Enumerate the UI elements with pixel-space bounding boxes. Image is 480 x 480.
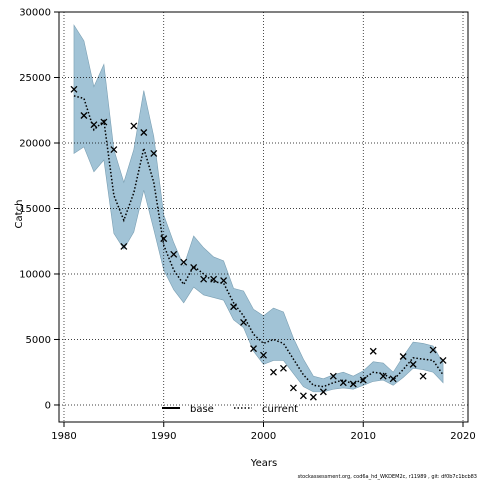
observed-point-1998 xyxy=(240,318,248,326)
observed-point-2001 xyxy=(270,368,277,376)
observed-point-2018 xyxy=(439,356,447,364)
observed-point-1989 xyxy=(150,150,158,157)
y-tick-label-30000: 30000 xyxy=(19,8,51,19)
y-tick-label-15000: 15000 xyxy=(19,204,51,215)
observed-point-1996 xyxy=(220,277,228,284)
observed-point-1985 xyxy=(110,146,118,153)
confidence-band xyxy=(73,24,444,393)
footer-credit: stockassessment.org, cod6a_hd_WKDEM2c, r… xyxy=(298,474,477,480)
observed-point-1994 xyxy=(200,275,208,283)
observed-point-1982 xyxy=(80,112,88,119)
observed-point-1999 xyxy=(250,345,257,353)
observed-point-2009 xyxy=(349,380,357,388)
y-axis-title: Catch xyxy=(14,200,25,229)
observed-point-2005 xyxy=(309,393,317,401)
observed-point-2002 xyxy=(279,364,287,372)
observed-point-2008 xyxy=(339,379,347,387)
y-tick-label-20000: 20000 xyxy=(19,138,51,149)
observed-point-2013 xyxy=(389,375,397,383)
observed-point-1991 xyxy=(170,250,178,258)
observed-point-2000 xyxy=(260,351,267,359)
observed-point-2012 xyxy=(379,372,387,380)
observed-point-2006 xyxy=(319,388,327,396)
observed-points-layer xyxy=(70,85,447,401)
x-tick-label-2010: 2010 xyxy=(351,431,376,442)
y-tick-label-10000: 10000 xyxy=(19,269,51,280)
x-tick-label-1990: 1990 xyxy=(151,431,176,442)
axis-layer: 1980 1990 2000 2010 2020 0 5000 10000 15000 20000… xyxy=(19,8,476,443)
observed-point-2011 xyxy=(369,347,377,355)
observed-point-1983 xyxy=(90,121,98,129)
observed-point-1984 xyxy=(100,118,108,126)
observed-point-2017 xyxy=(429,346,437,354)
x-tick-label-2020: 2020 xyxy=(450,431,475,442)
observed-point-1993 xyxy=(190,263,198,271)
y-tick-label-25000: 25000 xyxy=(19,73,51,84)
observed-point-2010 xyxy=(359,376,367,384)
observed-point-1987 xyxy=(130,122,138,130)
observed-point-1986 xyxy=(120,243,128,250)
x-axis-title: Years xyxy=(250,458,277,469)
legend: base current xyxy=(162,404,298,415)
x-tick-label-2000: 2000 xyxy=(251,431,276,442)
x-tick-label-1980: 1980 xyxy=(51,431,76,442)
y-tick-label-5000: 5000 xyxy=(26,335,51,346)
observed-point-2015 xyxy=(409,360,417,368)
observed-point-2007 xyxy=(329,372,337,380)
observed-point-1981 xyxy=(70,85,78,93)
observed-point-2003 xyxy=(289,384,297,392)
observed-point-1992 xyxy=(180,258,188,266)
observed-point-2014 xyxy=(399,353,407,360)
y-tick-label-0: 0 xyxy=(45,400,51,411)
observed-point-2004 xyxy=(299,392,307,400)
observed-point-1988 xyxy=(140,129,148,136)
observed-point-1990 xyxy=(160,235,168,243)
legend-label-base: base xyxy=(190,404,214,415)
observed-point-1997 xyxy=(230,303,238,311)
legend-label-current: current xyxy=(262,404,298,415)
observed-point-2016 xyxy=(419,372,427,380)
confidence-band-layer xyxy=(73,24,444,393)
observed-point-1995 xyxy=(210,275,218,283)
